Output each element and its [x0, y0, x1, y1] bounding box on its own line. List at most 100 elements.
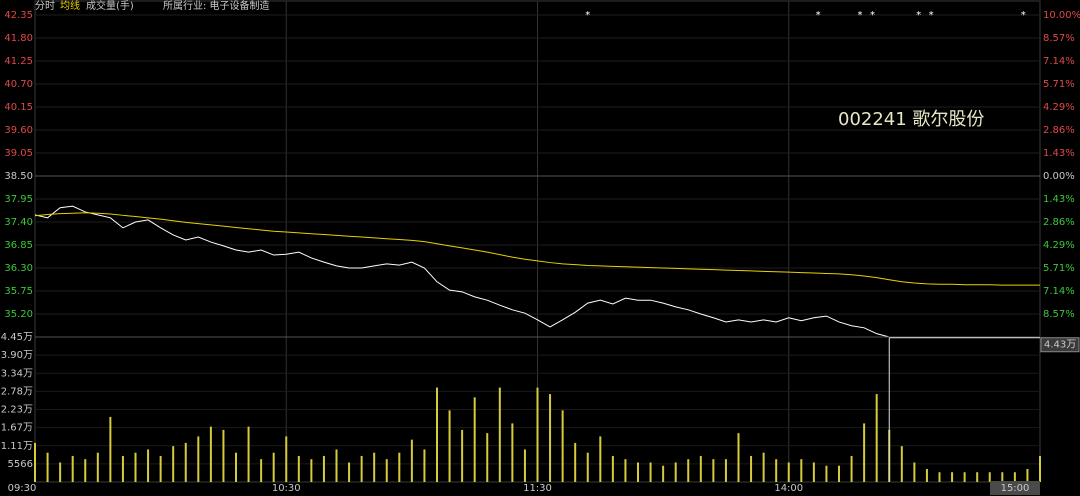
y-tick-label: 35.75 — [4, 286, 33, 297]
volume-bar — [96, 452, 99, 482]
volume-bar — [724, 459, 727, 482]
cursor-label: 4.43万 — [1044, 340, 1076, 351]
volume-bar — [121, 455, 124, 482]
y2-tick-label: 4.29% — [1043, 240, 1075, 251]
x-tick-box — [990, 481, 1040, 495]
y2-tick-label: 2.86% — [1043, 217, 1075, 228]
volume-bar — [523, 449, 526, 482]
legend-entry: 成交量(手) — [86, 0, 134, 12]
price-line — [34, 205, 1040, 338]
volume-bar — [574, 442, 577, 482]
y-tick-label: 2.78万 — [1, 386, 33, 397]
volume-bar — [486, 433, 489, 482]
volume-bar — [46, 452, 49, 482]
event-mark: * — [857, 10, 862, 21]
legend-entry: 均线 — [60, 0, 80, 12]
volume-bar — [775, 459, 778, 482]
y-tick-label: 40.70 — [4, 79, 33, 90]
stock-title: 002241 歌尔股份 — [838, 109, 984, 130]
volume-bar — [1026, 468, 1029, 482]
volume-bar — [285, 436, 288, 482]
volume-bar — [762, 452, 765, 482]
x-tick-label: 14:00 — [774, 483, 803, 494]
volume-bar — [1001, 472, 1004, 482]
volume-bar — [674, 462, 677, 482]
y-tick-label: 35.20 — [4, 309, 33, 320]
volume-bar — [963, 472, 966, 482]
y-tick-label: 1.11万 — [1, 441, 33, 452]
volume-bar — [260, 459, 263, 482]
y-tick-label: 36.30 — [4, 263, 33, 274]
volume-bar — [373, 452, 376, 482]
x-tick-label: 09:30 — [8, 483, 37, 494]
volume-bar — [800, 459, 803, 482]
volume-bar — [561, 410, 564, 482]
volume-bar — [699, 455, 702, 482]
volume-bar — [235, 452, 237, 482]
y2-tick-label: 5.71% — [1043, 263, 1075, 274]
y2-tick-label: 10.00% — [1043, 10, 1080, 21]
volume-bar — [34, 442, 36, 482]
volume-bar — [59, 462, 62, 482]
x-tick-label: 11:30 — [523, 483, 552, 494]
volume-bar — [549, 394, 552, 482]
event-mark: * — [1021, 10, 1026, 21]
x-tick-label: 10:30 — [272, 483, 301, 494]
volume-bar — [988, 472, 991, 482]
event-mark: * — [816, 10, 821, 21]
volume-bar — [687, 459, 690, 482]
volume-bar — [913, 462, 916, 482]
y-tick-label: 4.45万 — [1, 332, 33, 343]
volume-bar — [737, 433, 740, 482]
volume-bar — [850, 455, 853, 482]
event-mark: * — [929, 10, 934, 21]
y-tick-label: 41.25 — [4, 56, 33, 67]
volume-bar — [750, 455, 753, 482]
y2-tick-label: 7.14% — [1043, 56, 1075, 67]
volume-bar — [838, 465, 840, 482]
volume-bar — [586, 452, 589, 482]
volume-bar — [385, 459, 388, 482]
cursor-box — [1040, 337, 1080, 353]
volume-bar — [297, 455, 300, 482]
volume-bar — [398, 452, 401, 482]
volume-bar — [637, 462, 639, 482]
event-mark: * — [585, 10, 590, 21]
volume-bar — [611, 455, 614, 482]
volume-bar — [976, 472, 979, 482]
y-tick-label: 39.05 — [4, 148, 33, 159]
volume-bar — [473, 397, 476, 482]
volume-bar — [322, 455, 325, 482]
volume-bar — [209, 426, 212, 482]
y-tick-label: 42.35 — [4, 10, 33, 21]
y-tick-label: 41.80 — [4, 33, 33, 44]
volume-bar — [900, 446, 903, 482]
x-tick-label: 15:00 — [1001, 483, 1030, 494]
event-mark: * — [916, 10, 921, 21]
y-tick-label: 3.34万 — [1, 368, 33, 379]
volume-bar — [1039, 455, 1041, 482]
volume-bar — [461, 429, 464, 482]
y2-tick-label: 8.57% — [1043, 33, 1075, 44]
y2-tick-label: 1.43% — [1043, 148, 1075, 159]
price-line — [34, 212, 1040, 286]
legend-entry: 分时 — [35, 0, 55, 12]
volume-bar — [197, 436, 200, 482]
volume-bar — [247, 426, 250, 482]
volume-bar — [951, 472, 954, 482]
volume-bar — [172, 446, 175, 482]
volume-bar — [536, 387, 539, 482]
volume-bar — [348, 462, 351, 482]
volume-bar — [272, 452, 275, 482]
volume-bar — [335, 449, 338, 482]
volume-bar — [423, 449, 426, 482]
volume-bar — [787, 462, 790, 482]
y-tick-label: 38.50 — [4, 171, 33, 182]
volume-bar — [159, 455, 162, 482]
volume-bar — [147, 449, 150, 482]
volume-bar — [624, 459, 627, 482]
y2-tick-label: 0.00% — [1043, 171, 1075, 182]
volume-bar — [448, 410, 451, 482]
